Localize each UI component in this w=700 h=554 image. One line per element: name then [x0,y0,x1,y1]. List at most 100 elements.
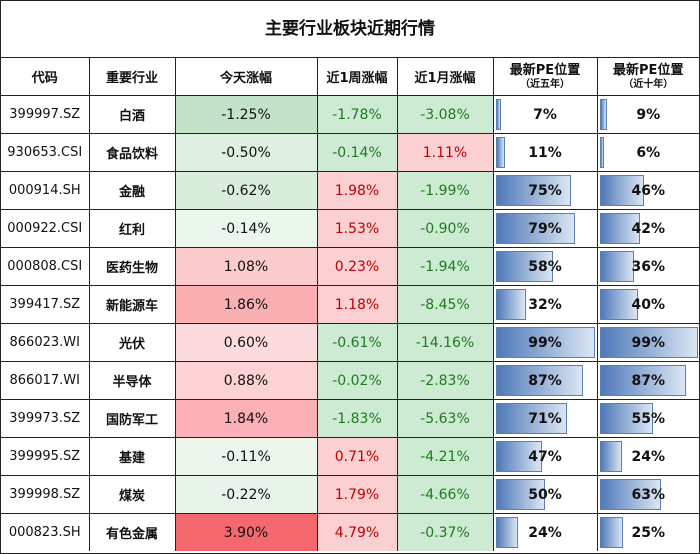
cell-code: 000914.SH [1,171,90,210]
cell-pe5: 71% [492,399,598,438]
cell-sector: 白酒 [88,95,176,134]
pe5-bar [495,403,567,434]
pe5-value: 47% [528,448,562,465]
cell-today: -1.25% [174,95,318,134]
cell-week: -0.02% [316,361,398,400]
cell-sector: 光伏 [88,323,176,362]
cell-pe10: 99% [596,323,699,362]
cell-today: 1.08% [174,247,318,286]
cell-month: 1.11% [396,133,494,172]
cell-week: 4.79% [316,513,398,551]
cell-pe10: 40% [596,285,699,324]
pe5-bar [495,441,542,472]
cell-pe10: 24% [596,437,699,476]
cell-sector: 煤炭 [88,475,176,514]
cell-week: 1.79% [316,475,398,514]
cell-code: 399973.SZ [1,399,90,438]
cell-month: -2.83% [396,361,494,400]
pe5-value: 79% [528,220,562,237]
pe5-bar [495,175,571,206]
header-pe10-sub: （近十年） [623,78,674,90]
pe10-value: 6% [636,144,661,161]
pe10-value: 36% [631,258,665,275]
cell-today: 0.88% [174,361,318,400]
table-row: 000914.SH 金融 -0.62% 1.98% -1.99% 75% 46% [1,171,699,210]
table-row: 930653.CSI 食品饮料 -0.50% -0.14% 1.11% 11% 6% [1,133,699,172]
pe10-value: 24% [631,448,665,465]
cell-today: -0.62% [174,171,318,210]
cell-sector: 医药生物 [88,247,176,286]
cell-pe10: 9% [596,95,699,134]
cell-sector: 基建 [88,437,176,476]
pe5-value: 7% [533,106,557,123]
table-row: 399997.SZ 白酒 -1.25% -1.78% -3.08% 7% 9% [1,95,699,134]
cell-week: -1.78% [316,95,398,134]
cell-week: 1.53% [316,209,398,248]
cell-pe5: 47% [492,437,598,476]
cell-month: -0.90% [396,209,494,248]
cell-month: -1.94% [396,247,494,286]
header-today: 今天涨幅 [174,58,318,96]
pe10-value: 55% [631,410,665,427]
cell-week: 0.23% [316,247,398,286]
cell-today: 1.84% [174,399,318,438]
cell-pe10: 46% [596,171,699,210]
cell-pe5: 75% [492,171,598,210]
pe10-value: 63% [631,486,665,503]
cell-code: 399995.SZ [1,437,90,476]
cell-pe5: 58% [492,247,598,286]
pe5-bar [495,479,545,510]
cell-pe5: 24% [492,513,598,551]
cell-week: 1.98% [316,171,398,210]
cell-pe10: 87% [596,361,699,400]
cell-today: 0.60% [174,323,318,362]
cell-code: 866017.WI [1,361,90,400]
cell-code: 866023.WI [1,323,90,362]
pe10-bar [599,365,686,396]
cell-month: -3.08% [396,95,494,134]
pe10-bar [599,441,622,472]
table-row: 399995.SZ 基建 -0.11% 0.71% -4.21% 47% 24% [1,437,699,476]
pe10-bar [599,403,654,434]
cell-pe5: 50% [492,475,598,514]
pe10-value: 40% [631,296,665,313]
cell-sector: 新能源车 [88,285,176,324]
table-row: 399417.SZ 新能源车 1.86% 1.18% -8.45% 32% 40% [1,285,699,324]
cell-today: -0.11% [174,437,318,476]
cell-code: 000808.CSI [1,247,90,286]
cell-pe5: 11% [492,133,598,172]
cell-pe10: 63% [596,475,699,514]
pe10-value: 25% [631,524,665,541]
cell-sector: 半导体 [88,361,176,400]
cell-week: -1.83% [316,399,398,438]
pe10-value: 87% [631,372,665,389]
cell-today: -0.50% [174,133,318,172]
header-week: 近1周涨幅 [316,58,398,96]
cell-sector: 食品饮料 [88,133,176,172]
cell-today: 1.86% [174,285,318,324]
cell-pe5: 7% [492,95,598,134]
cell-code: 399997.SZ [1,95,90,134]
cell-sector: 金融 [88,171,176,210]
pe5-value: 24% [528,524,562,541]
pe10-value: 9% [636,106,661,123]
cell-pe5: 87% [492,361,598,400]
cell-pe10: 42% [596,209,699,248]
pe10-bar [599,137,604,168]
table-row: 866017.WI 半导体 0.88% -0.02% -2.83% 87% 87% [1,361,699,400]
header-sector: 重要行业 [88,58,176,96]
table-row: 399998.SZ 煤炭 -0.22% 1.79% -4.66% 50% 63% [1,475,699,514]
cell-code: 000922.CSI [1,209,90,248]
pe5-value: 58% [528,258,562,275]
cell-code: 399998.SZ [1,475,90,514]
table-row: 866023.WI 光伏 0.60% -0.61% -14.16% 99% 99% [1,323,699,362]
cell-code: 000823.SH [1,513,90,551]
pe5-bar [495,137,505,168]
header-pe5: 最新PE位置 （近五年） [492,58,598,96]
cell-sector: 有色金属 [88,513,176,551]
cell-sector: 红利 [88,209,176,248]
pe5-value: 50% [528,486,562,503]
pe10-bar [599,213,641,244]
pe10-value: 46% [631,182,665,199]
pe5-bar [495,327,596,358]
